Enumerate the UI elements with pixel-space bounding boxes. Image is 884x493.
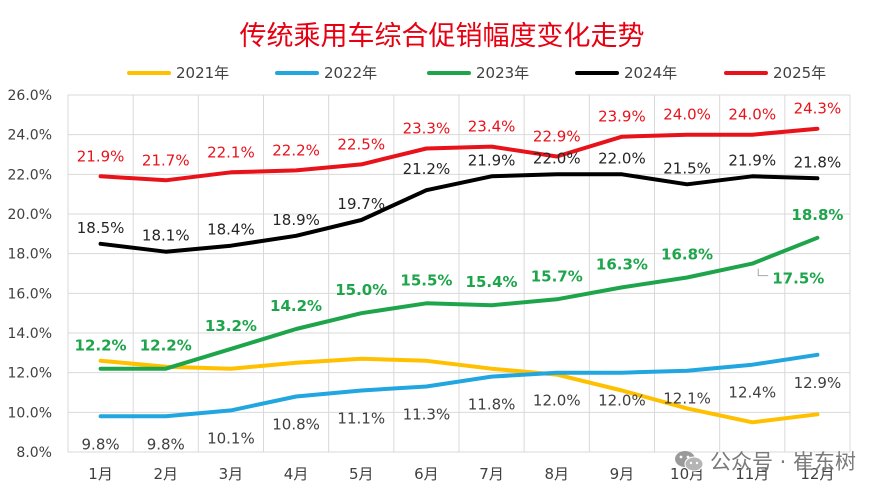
label-leader-line — [757, 268, 769, 277]
y-tick-label: 24.0% — [8, 128, 52, 144]
data-label: 24.0% — [663, 106, 711, 124]
series-line — [98, 356, 820, 425]
data-label: 9.8% — [147, 435, 185, 453]
data-label: 15.5% — [400, 271, 452, 289]
x-tick-label: 11月 — [735, 465, 769, 483]
legend-swatch — [275, 70, 319, 75]
data-label: 23.4% — [468, 118, 516, 136]
x-tick-label: 1月 — [88, 465, 113, 483]
data-label: 22.2% — [272, 141, 320, 159]
y-tick-label: 16.0% — [8, 286, 52, 302]
x-tick-label: 12月 — [800, 465, 834, 483]
legend-label: 2023年 — [476, 64, 530, 82]
watermark: 公众号 · 崔东树 — [674, 446, 856, 476]
y-tick-label: 18.0% — [8, 247, 52, 263]
data-label: 15.7% — [531, 267, 583, 285]
data-label: 21.8% — [794, 153, 842, 171]
x-tick-label: 7月 — [479, 465, 504, 483]
y-tick-label: 14.0% — [8, 326, 52, 342]
legend-swatch — [127, 70, 171, 75]
chart-title: 传统乘用车综合促销幅度变化走势 — [239, 21, 645, 52]
series-line — [98, 235, 820, 371]
data-label: 12.9% — [794, 374, 842, 392]
data-label: 18.1% — [142, 227, 190, 245]
data-label: 18.5% — [77, 219, 125, 237]
data-label: 18.4% — [207, 221, 255, 239]
data-label: 16.3% — [596, 255, 648, 273]
data-label: 18.8% — [791, 206, 843, 224]
data-label: 12.1% — [663, 390, 711, 408]
data-label: 21.9% — [77, 147, 125, 165]
series-line — [98, 352, 820, 419]
x-tick-label: 3月 — [219, 465, 244, 483]
y-tick-label: 12.0% — [8, 366, 52, 382]
data-label: 24.0% — [728, 106, 776, 124]
legend-item: 2022年 — [275, 62, 377, 83]
data-label: 11.8% — [468, 396, 516, 414]
data-label: 12.4% — [728, 384, 776, 402]
data-label: 22.0% — [533, 149, 581, 167]
data-label: 23.3% — [403, 120, 451, 138]
data-label: 21.9% — [728, 151, 776, 169]
y-tick-label: 10.0% — [8, 405, 52, 421]
data-label: 22.0% — [598, 149, 646, 167]
data-label: 10.1% — [207, 429, 255, 447]
chart-legend: 2021年 2022年 2023年 2024年 2025年 — [0, 62, 884, 82]
series-line — [98, 126, 820, 183]
data-label: 23.9% — [598, 108, 646, 126]
x-tick-label: 9月 — [610, 465, 635, 483]
x-tick-label: 8月 — [544, 465, 569, 483]
y-tick-label: 26.0% — [8, 88, 52, 104]
data-label: 11.3% — [403, 406, 451, 424]
x-tick-label: 4月 — [284, 465, 309, 483]
data-label: 21.9% — [468, 151, 516, 169]
x-tick-label: 2月 — [153, 465, 178, 483]
data-label: 21.5% — [663, 159, 711, 177]
legend-label: 2024年 — [624, 64, 678, 82]
data-label: 19.7% — [337, 195, 385, 213]
data-label: 12.0% — [533, 392, 581, 410]
data-label: 15.4% — [466, 273, 518, 291]
data-label: 12.0% — [598, 392, 646, 410]
data-label: 17.5% — [772, 270, 824, 288]
data-label: 24.3% — [794, 100, 842, 118]
legend-label: 2021年 — [176, 64, 230, 82]
data-label: 12.2% — [75, 337, 127, 355]
data-label: 21.2% — [403, 160, 451, 178]
watermark-text: 公众号 · 崔东树 — [709, 450, 856, 474]
legend-swatch — [575, 70, 619, 75]
wechat-icon — [674, 451, 704, 472]
y-tick-label: 8.0% — [16, 445, 52, 461]
legend-swatch — [427, 70, 471, 75]
legend-item: 2023年 — [427, 62, 529, 83]
data-label: 14.2% — [270, 297, 322, 315]
data-label: 16.8% — [661, 245, 713, 263]
legend-swatch — [724, 70, 768, 75]
data-label: 22.9% — [533, 127, 581, 145]
x-tick-label: 5月 — [349, 465, 374, 483]
data-label: 13.2% — [205, 317, 257, 335]
data-label: 21.7% — [142, 151, 190, 169]
data-label: 22.1% — [207, 143, 255, 161]
legend-item: 2025年 — [724, 62, 826, 83]
data-label: 10.8% — [272, 415, 320, 433]
data-label: 12.2% — [140, 337, 192, 355]
data-label: 18.9% — [272, 211, 320, 229]
series-line — [98, 172, 820, 254]
y-tick-label: 22.0% — [8, 167, 52, 183]
legend-label: 2025年 — [773, 64, 827, 82]
legend-label: 2022年 — [324, 64, 378, 82]
x-tick-label: 6月 — [414, 465, 439, 483]
data-label: 22.5% — [337, 135, 385, 153]
data-label: 15.0% — [335, 281, 387, 299]
data-label: 9.8% — [82, 435, 120, 453]
data-label: 11.1% — [337, 410, 385, 428]
legend-item: 2024年 — [575, 62, 677, 83]
legend-item: 2021年 — [127, 62, 229, 83]
y-tick-label: 20.0% — [8, 207, 52, 223]
